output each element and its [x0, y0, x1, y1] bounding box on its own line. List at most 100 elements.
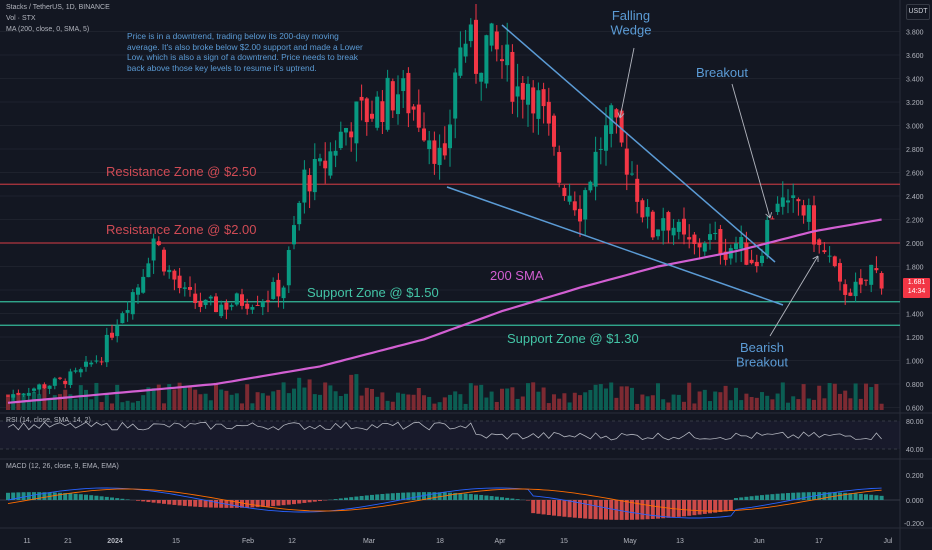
macd-histogram-bar [208, 500, 213, 508]
macd-histogram-bar [728, 500, 733, 511]
candle-body [193, 293, 198, 304]
volume-bar [838, 393, 842, 410]
volume-bar [338, 395, 343, 410]
candle-body [11, 394, 16, 398]
price-tick-label-line: 1.400 [906, 312, 924, 319]
volume-bar [858, 398, 863, 410]
ma-legend[interactable]: MA (200, close, 0, SMA, 5) [6, 26, 90, 33]
candle-body [260, 301, 265, 308]
macd-histogram-bar [697, 500, 702, 515]
price-tick-label: 2.000 [906, 241, 924, 248]
price-tick-label: 1.000 [906, 359, 924, 366]
candle-body [630, 173, 634, 175]
rsi-legend[interactable]: RSI (14, close, SMA, 14, 2) [6, 417, 91, 424]
candle-body [89, 362, 94, 365]
last-price: 1.681 [907, 279, 926, 286]
level-label: Support Zone @ $1.50 [307, 285, 439, 300]
macd-histogram-bar [422, 492, 426, 500]
candle-body [172, 270, 177, 280]
macd-histogram-bar [572, 500, 577, 518]
x-tick-label: May [623, 538, 637, 545]
candle-body [864, 279, 868, 281]
level-label-line: Support Zone @ $1.50 [307, 285, 439, 300]
falling-wedge-lines [446, 24, 784, 306]
macd-histogram-bar [541, 500, 546, 515]
macd-histogram-bar [723, 500, 728, 512]
volume-bar [588, 389, 593, 410]
arrow-line [619, 47, 635, 119]
candle-body [130, 292, 135, 315]
volume-bar [848, 398, 853, 410]
x-tick-label: 2024 [107, 538, 123, 545]
price-tick-label: 2.600 [906, 171, 924, 178]
volume-bar [531, 382, 536, 410]
candle-body [578, 208, 582, 222]
x-tick-label: 21 [64, 538, 72, 545]
macd-histogram-bar [6, 492, 10, 500]
sma-200-line [7, 218, 882, 404]
macd-histogram-bar [32, 492, 36, 500]
candle-body [312, 158, 317, 193]
arrow-head [617, 112, 625, 119]
candle-body [292, 225, 296, 245]
macd-histogram-bar [104, 496, 109, 500]
macd-legend[interactable]: MACD (12, 26, close, 9, EMA, EMA) [6, 463, 119, 470]
price-tick-label: 3.400 [906, 77, 924, 84]
macd-histogram-bar [676, 500, 681, 517]
price-tick-label: 1.400 [906, 312, 924, 319]
candle-body [843, 284, 848, 295]
volume-legend[interactable]: Vol · STX [6, 15, 36, 22]
candle-body [489, 23, 494, 46]
price-tick-label: 3.200 [906, 100, 924, 107]
last-time: 14:34 [907, 288, 926, 295]
candle-body [344, 127, 348, 133]
breakout-label-line: Breakout [696, 65, 748, 80]
candle-body [567, 195, 572, 202]
volume-bar [172, 389, 177, 410]
candle-body [635, 178, 640, 202]
candle-body [156, 241, 161, 246]
volume-bar [817, 385, 822, 410]
candle-body [240, 294, 244, 306]
volume-bar [255, 392, 260, 410]
candle-body [754, 261, 759, 267]
candle-body [583, 190, 588, 220]
candle-body [671, 227, 676, 236]
candle-body [453, 72, 458, 119]
macd-histogram-bar [250, 500, 255, 508]
candle-body [208, 296, 213, 299]
volume-bar [635, 403, 640, 410]
volume-bar [250, 403, 255, 410]
breakout-label: Breakout [696, 65, 748, 80]
bearish-breakout-label-line: Bearish [740, 340, 784, 355]
x-tick-label-line: 15 [560, 538, 568, 545]
volume-bar [687, 382, 692, 410]
macd-histogram-bar [385, 493, 390, 500]
price-tick-label-line: 3.600 [906, 53, 924, 60]
volume-bar [801, 384, 806, 410]
currency-badge[interactable]: USDT [906, 4, 930, 20]
volume-bar [853, 383, 858, 410]
candle-body [370, 113, 374, 119]
macd-histogram-bar [843, 492, 848, 500]
price-tick-label-line: 2.600 [906, 171, 924, 178]
volume-bar [219, 389, 224, 410]
candle-body [853, 281, 858, 297]
candle-body [858, 278, 863, 285]
candle-body [791, 195, 796, 199]
volume-bar [682, 401, 686, 410]
macd-histogram-bar [110, 497, 114, 500]
time-axis: 11 21 2024 15 Feb 12 Mar 18 Apr 15 May 13 Jun 17 Jul [23, 538, 893, 545]
x-tick-label-line: 11 [23, 538, 30, 545]
macd-histogram-bar [302, 500, 307, 503]
candle-body [146, 263, 151, 278]
symbol-legend[interactable]: Stacks / TetherUS, 1D, BINANCE [6, 4, 110, 11]
level-label-line: Resistance Zone @ $2.50 [106, 164, 257, 179]
candle-body [136, 287, 140, 295]
volume-bar [640, 394, 645, 410]
macd-histogram-bar [760, 495, 764, 500]
candle-body [234, 293, 239, 305]
falling-wedge-label-line: Falling [612, 8, 650, 23]
